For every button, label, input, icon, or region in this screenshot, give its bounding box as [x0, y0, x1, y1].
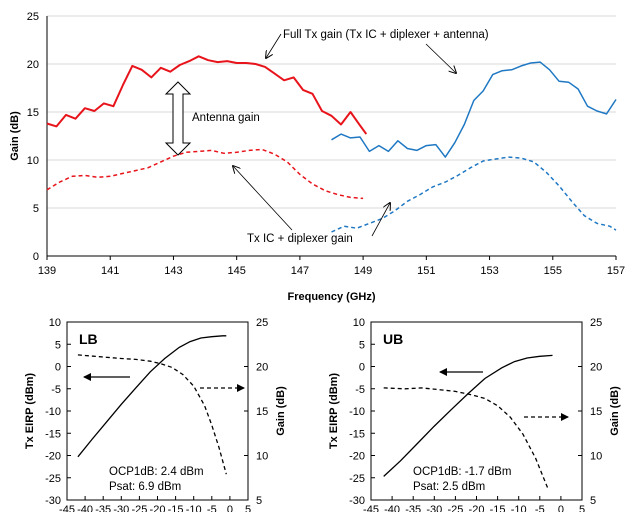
x-tick-label: 147: [291, 265, 309, 277]
y-tick-label: 20: [27, 59, 39, 71]
y2-tick-label: 15: [256, 406, 268, 418]
x-tick-label: 0: [558, 504, 564, 512]
x-tick-label: -25: [447, 504, 463, 512]
y-tick-label: -15: [45, 428, 61, 440]
x-tick-label: 139: [38, 265, 56, 277]
y-tick-label: -25: [45, 473, 61, 485]
x-tick-label: -20: [469, 504, 485, 512]
y2-tick-label: 10: [590, 451, 602, 463]
y-tick-label: -20: [349, 451, 365, 463]
y-tick-label: -10: [45, 406, 61, 418]
y-tick-label: -20: [45, 451, 61, 463]
panel-title: UB: [383, 331, 403, 347]
x-tick-label: 157: [607, 265, 625, 277]
x-tick-label: -25: [131, 504, 147, 512]
x-tick-label: 0: [227, 504, 233, 512]
y-tick-label: 0: [55, 362, 61, 374]
y-tick-label: 0: [359, 362, 365, 374]
x-tick-label: -5: [207, 504, 217, 512]
annotation-ocp1db: OCP1dB: 2.4 dBm: [109, 466, 204, 478]
annotation-ic-gain: Tx IC + diplexer gain: [247, 233, 353, 245]
y2-tick-label: 25: [256, 317, 268, 329]
x-tick-label: 149: [354, 265, 372, 277]
x-tick-label: 151: [417, 265, 435, 277]
x-tick-label: -35: [95, 504, 111, 512]
x-tick-label: -10: [511, 504, 527, 512]
antenna-gain-double-arrow: [166, 82, 190, 155]
series-line-ub-tx-ic-plus-diplexer-gain: [332, 157, 617, 232]
y2-tick-label: 5: [590, 495, 596, 507]
y-tick-label: -10: [349, 406, 365, 418]
y2-tick-label: 25: [590, 317, 602, 329]
y-tick-label: -25: [349, 473, 365, 485]
x-tick-label: -40: [384, 504, 400, 512]
series-line-ub-eirp: [384, 355, 553, 476]
y2-axis-label: Gain (dB): [275, 386, 287, 436]
y-tick-label: 5: [359, 339, 365, 351]
y-axis-label: Tx EIRP (dBm): [328, 373, 340, 450]
x-tick-label: -40: [77, 504, 93, 512]
y2-tick-label: 20: [256, 362, 268, 374]
x-tick-label: 141: [101, 265, 119, 277]
series-line-lb-eirp: [78, 336, 226, 457]
annotation-ocp1db: OCP1dB: -1.7 dBm: [413, 466, 511, 478]
arrow-full-gain-lb: [266, 34, 281, 58]
y-tick-label: 10: [353, 317, 365, 329]
annotation-full-gain: Full Tx gain (Tx IC + diplexer + antenna…: [283, 29, 489, 41]
y-tick-label: -5: [51, 384, 61, 396]
arrow-full-gain-ub: [426, 44, 456, 73]
x-tick-label: -45: [363, 504, 379, 512]
y-axis-label: Tx EIRP (dBm): [24, 373, 36, 450]
annotation-psat: Psat: 6.9 dBm: [109, 481, 181, 493]
y-tick-label: 10: [49, 317, 61, 329]
x-tick-label: -30: [113, 504, 129, 512]
y-tick-label: 10: [27, 155, 39, 167]
y2-tick-label: 15: [590, 406, 602, 418]
x-tick-label: 5: [245, 504, 251, 512]
x-tick-label: -30: [426, 504, 442, 512]
y2-axis-label: Gain (dB): [609, 386, 621, 436]
annotation-antenna-gain: Antenna gain: [192, 112, 260, 124]
arrow-ic-gain-lb: [233, 166, 292, 230]
panel-title: LB: [79, 331, 98, 347]
x-tick-label: 143: [164, 265, 182, 277]
x-tick-label: -15: [168, 504, 184, 512]
x-tick-label: -20: [150, 504, 166, 512]
x-tick-label: 155: [544, 265, 562, 277]
y-axis-label: Gain (dB): [9, 111, 21, 161]
y2-tick-label: 5: [256, 495, 262, 507]
x-tick-label: 5: [579, 504, 585, 512]
x-tick-label: -35: [405, 504, 421, 512]
x-tick-label: -5: [535, 504, 545, 512]
y-tick-label: 5: [55, 339, 61, 351]
y-tick-label: 0: [33, 251, 39, 263]
y2-tick-label: 10: [256, 451, 268, 463]
x-tick-label: -15: [490, 504, 506, 512]
y-tick-label: 5: [33, 203, 39, 215]
annotation-psat: Psat: 2.5 dBm: [413, 481, 485, 493]
y-tick-label: -5: [355, 384, 365, 396]
y-tick-label: 25: [27, 11, 39, 23]
series-line-lb-tx-ic-plus-diplexer-gain: [47, 149, 363, 198]
x-tick-label: -10: [186, 504, 202, 512]
series-line-lb-gain: [78, 355, 226, 474]
x-tick-label: -45: [59, 504, 75, 512]
x-tick-label: 145: [227, 265, 245, 277]
y-tick-label: 15: [27, 107, 39, 119]
y-tick-label: -15: [349, 428, 365, 440]
series-line-ub-full-tx-gain: [332, 62, 617, 157]
x-axis-label: Frequency (GHz): [287, 291, 375, 303]
y2-tick-label: 20: [590, 362, 602, 374]
x-tick-label: 153: [480, 265, 498, 277]
